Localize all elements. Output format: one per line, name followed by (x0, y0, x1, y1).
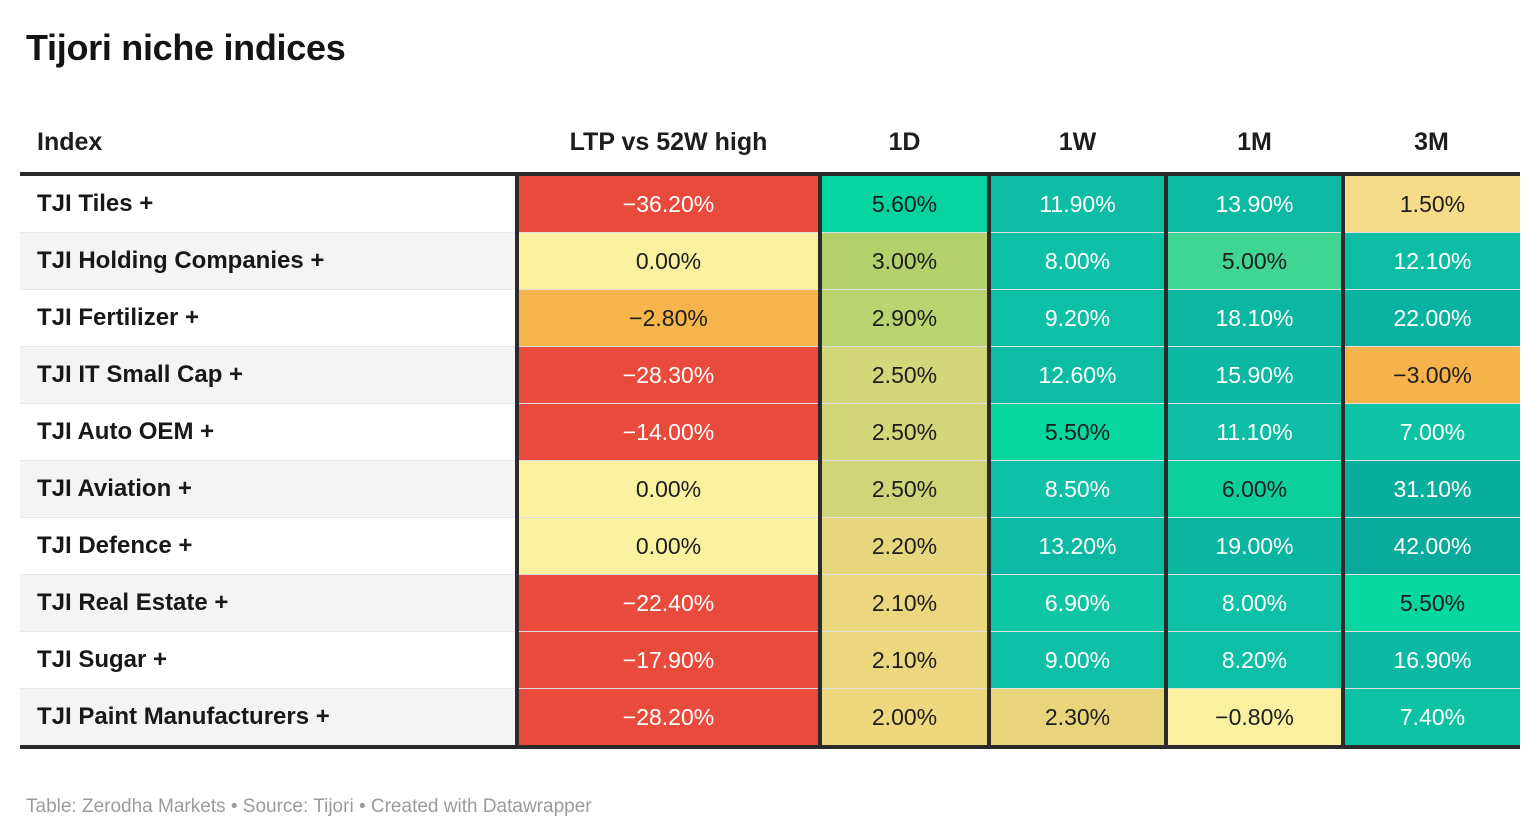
column-header-index: Index (37, 128, 103, 156)
cell-1d: 2.20% (818, 517, 989, 575)
cell-1m: 5.00% (1164, 232, 1343, 290)
table-row-tji-fertilizer: TJI Fertilizer + −2.80% 2.90% 9.20% 18.1… (20, 289, 1520, 347)
cell-1w: 6.90% (987, 574, 1166, 632)
cell-1w: 12.60% (987, 346, 1166, 404)
column-header-1w: 1W (1058, 128, 1097, 156)
ltp-cell: −36.20% (515, 174, 820, 233)
cell-1d: 2.10% (818, 631, 989, 689)
cell-1d: 5.60% (818, 174, 989, 233)
index-name-cell[interactable]: TJI Fertilizer + (20, 289, 517, 347)
cell-1d: 2.50% (818, 403, 989, 461)
cell-1d: 2.50% (818, 460, 989, 518)
indices-table: Index LTP vs 52W high 1D 1W 1M 3M TJI Ti… (20, 128, 1520, 749)
cell-1w: 8.50% (987, 460, 1166, 518)
ltp-cell: −22.40% (515, 574, 820, 632)
cell-1w: 9.00% (987, 631, 1166, 689)
column-header-1d: 1D (888, 128, 921, 156)
index-name-cell[interactable]: TJI Auto OEM + (20, 403, 517, 461)
ltp-cell: 0.00% (515, 460, 820, 518)
column-header-3m: 3M (1414, 128, 1449, 156)
attribution-footer: Table: Zerodha Markets • Source: Tijori … (26, 796, 592, 817)
cell-1d: 3.00% (818, 232, 989, 290)
table-row-tji-auto-oem: TJI Auto OEM + −14.00% 2.50% 5.50% 11.10… (20, 403, 1520, 461)
table-row-tji-paint-manufacturers: TJI Paint Manufacturers + −28.20% 2.00% … (20, 688, 1520, 747)
table-row-tji-sugar: TJI Sugar + −17.90% 2.10% 9.00% 8.20% 16… (20, 631, 1520, 689)
cell-3m: 16.90% (1341, 631, 1520, 689)
cell-1w: 2.30% (987, 688, 1166, 747)
cell-3m: 22.00% (1341, 289, 1520, 347)
table-row-tji-tiles: TJI Tiles + −36.20% 5.60% 11.90% 13.90% … (20, 174, 1520, 233)
cell-1d: 2.00% (818, 688, 989, 747)
ltp-cell: −17.90% (515, 631, 820, 689)
cell-1d: 2.90% (818, 289, 989, 347)
cell-3m: 1.50% (1341, 174, 1520, 233)
ltp-cell: −28.30% (515, 346, 820, 404)
ltp-cell: 0.00% (515, 517, 820, 575)
cell-3m: 7.40% (1341, 688, 1520, 747)
column-header-1m: 1M (1237, 128, 1272, 156)
cell-3m: 12.10% (1341, 232, 1520, 290)
table-header-row: Index LTP vs 52W high 1D 1W 1M 3M (20, 128, 1520, 174)
cell-1w: 13.20% (987, 517, 1166, 575)
index-name-cell[interactable]: TJI Defence + (20, 517, 517, 575)
cell-1m: 19.00% (1164, 517, 1343, 575)
index-name-cell[interactable]: TJI Tiles + (20, 174, 517, 233)
index-name-cell[interactable]: TJI Holding Companies + (20, 232, 517, 290)
cell-1m: 13.90% (1164, 174, 1343, 233)
cell-1w: 5.50% (987, 403, 1166, 461)
index-name-cell[interactable]: TJI IT Small Cap + (20, 346, 517, 404)
index-name-cell[interactable]: TJI Sugar + (20, 631, 517, 689)
cell-1m: 6.00% (1164, 460, 1343, 518)
column-header-ltp-vs-52w-high: LTP vs 52W high (569, 128, 768, 156)
cell-1m: 18.10% (1164, 289, 1343, 347)
cell-1m: 15.90% (1164, 346, 1343, 404)
ltp-cell: −14.00% (515, 403, 820, 461)
index-name-cell[interactable]: TJI Aviation + (20, 460, 517, 518)
cell-3m: 5.50% (1341, 574, 1520, 632)
table-row-tji-real-estate: TJI Real Estate + −22.40% 2.10% 6.90% 8.… (20, 574, 1520, 632)
cell-1d: 2.10% (818, 574, 989, 632)
cell-3m: 42.00% (1341, 517, 1520, 575)
table-row-tji-aviation: TJI Aviation + 0.00% 2.50% 8.50% 6.00% 3… (20, 460, 1520, 518)
cell-1w: 9.20% (987, 289, 1166, 347)
index-name-cell[interactable]: TJI Paint Manufacturers + (20, 688, 517, 747)
cell-1m: 8.20% (1164, 631, 1343, 689)
cell-3m: 31.10% (1341, 460, 1520, 518)
cell-3m: 7.00% (1341, 403, 1520, 461)
ltp-cell: −2.80% (515, 289, 820, 347)
cell-1w: 8.00% (987, 232, 1166, 290)
cell-3m: −3.00% (1341, 346, 1520, 404)
cell-1d: 2.50% (818, 346, 989, 404)
page-title: Tijori niche indices (26, 27, 346, 68)
cell-1m: 11.10% (1164, 403, 1343, 461)
table-row-tji-it-small-cap: TJI IT Small Cap + −28.30% 2.50% 12.60% … (20, 346, 1520, 404)
ltp-cell: −28.20% (515, 688, 820, 747)
ltp-cell: 0.00% (515, 232, 820, 290)
table-row-tji-defence: TJI Defence + 0.00% 2.20% 13.20% 19.00% … (20, 517, 1520, 575)
table-row-tji-holding-companies: TJI Holding Companies + 0.00% 3.00% 8.00… (20, 232, 1520, 290)
index-name-cell[interactable]: TJI Real Estate + (20, 574, 517, 632)
cell-1w: 11.90% (987, 174, 1166, 233)
cell-1m: 8.00% (1164, 574, 1343, 632)
cell-1m: −0.80% (1164, 688, 1343, 747)
